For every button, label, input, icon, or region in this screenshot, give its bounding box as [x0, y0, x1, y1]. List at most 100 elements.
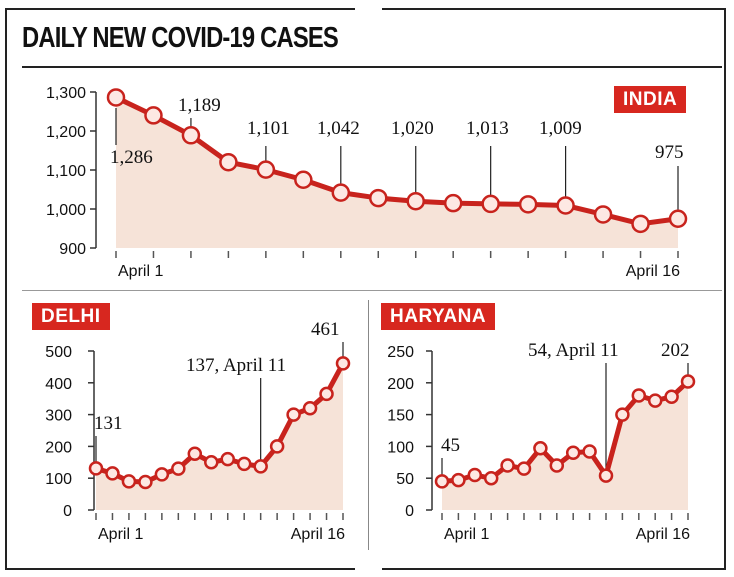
delhi-x-label-end: April 16 — [291, 526, 345, 543]
haryana-point — [549, 458, 565, 473]
delhi-point — [138, 474, 153, 490]
india-data-label: 1,101 — [247, 118, 290, 139]
haryana-point — [615, 407, 630, 422]
delhi-point — [88, 461, 104, 476]
india-point — [106, 88, 126, 107]
delhi-y-tick-label: 0 — [63, 503, 72, 520]
frame-left — [5, 8, 7, 568]
india-point — [294, 170, 313, 189]
haryana-point — [565, 445, 581, 461]
frame-bottom-left — [5, 568, 355, 570]
india-point — [369, 188, 388, 208]
delhi-point — [204, 455, 219, 470]
india-badge: INDIA — [614, 86, 687, 113]
delhi-point — [269, 439, 285, 454]
haryana-point — [582, 444, 597, 459]
haryana-y-tick-label: 100 — [387, 439, 414, 456]
delhi-point — [253, 459, 268, 474]
delhi-point — [236, 456, 252, 472]
haryana-point — [500, 458, 515, 473]
india-data-label: 1,013 — [466, 118, 509, 139]
delhi-x-label-start: April 1 — [98, 526, 143, 543]
haryana-point — [631, 388, 647, 403]
india-data-label: 975 — [655, 142, 684, 163]
title-rule — [22, 66, 722, 68]
india-data-label: 1,020 — [391, 118, 434, 139]
delhi-y-tick-label: 400 — [45, 376, 72, 393]
delhi-point — [171, 461, 186, 476]
haryana-series-line — [441, 379, 690, 484]
india-data-label: 1,189 — [178, 95, 221, 116]
india-point — [219, 152, 238, 172]
haryana-point — [483, 470, 499, 486]
column-divider — [368, 300, 369, 550]
india-data-label: 1,042 — [317, 118, 360, 139]
delhi-data-label: 137, April 11 — [186, 355, 286, 376]
delhi-y-tick-label: 500 — [45, 344, 72, 361]
india-point — [518, 195, 538, 214]
india-y-tick-label: 1,100 — [46, 163, 86, 180]
frame-top-right — [382, 8, 726, 10]
delhi-point — [286, 407, 301, 422]
india-point — [331, 183, 351, 202]
haryana-x-label-end: April 16 — [636, 526, 690, 543]
frame-right — [724, 8, 726, 568]
haryana-y-tick-label: 50 — [396, 471, 414, 488]
india-point — [144, 106, 163, 125]
india-point — [406, 191, 425, 211]
chart-title: DAILY NEW COVID-19 CASES — [22, 22, 339, 54]
haryana-point — [680, 374, 696, 389]
delhi-point — [187, 446, 203, 461]
india-y-tick-label: 1,200 — [46, 124, 86, 141]
haryana-data-label: 45 — [441, 435, 460, 456]
delhi-point — [319, 386, 334, 402]
india-y-tick-label: 1,000 — [46, 202, 86, 219]
haryana-point — [467, 467, 483, 483]
india-point — [443, 193, 463, 213]
delhi-area — [96, 363, 343, 510]
india-data-label: 1,286 — [110, 147, 153, 168]
haryana-point — [664, 389, 679, 405]
haryana-point — [598, 468, 614, 483]
haryana-y-tick-label: 150 — [387, 408, 414, 425]
haryana-data-label: 54, April 11 — [528, 340, 619, 361]
india-series-line — [114, 95, 679, 227]
delhi-point — [220, 451, 235, 467]
delhi-point — [105, 466, 120, 481]
india-x-label-start: April 1 — [118, 263, 163, 280]
haryana-data-label: 202 — [661, 340, 690, 361]
haryana-point — [533, 441, 548, 456]
haryana-point — [434, 474, 450, 489]
haryana-y-tick-label: 250 — [387, 344, 414, 361]
haryana-y-tick-label: 0 — [405, 503, 414, 520]
haryana-point — [516, 461, 532, 476]
india-point — [181, 126, 201, 145]
india-x-label-end: April 16 — [626, 263, 680, 280]
india-point — [631, 214, 650, 234]
frame-top-left — [5, 8, 355, 10]
mid-rule — [22, 290, 722, 291]
haryana-point — [451, 472, 466, 488]
india-point — [593, 205, 613, 224]
delhi-y-tick-label: 300 — [45, 408, 72, 425]
delhi-data-label: 131 — [94, 413, 123, 434]
delhi-series-line — [95, 362, 346, 485]
india-point — [256, 160, 276, 179]
frame-bottom-right — [382, 568, 726, 570]
delhi-point — [154, 467, 170, 482]
delhi-point — [302, 400, 318, 416]
india-point — [481, 194, 500, 214]
india-point — [556, 196, 575, 215]
india-point — [668, 209, 688, 228]
delhi-y-tick-label: 200 — [45, 439, 72, 456]
haryana-badge: HARYANA — [381, 303, 496, 330]
haryana-point — [647, 393, 663, 408]
india-y-tick-label: 1,300 — [46, 85, 86, 102]
delhi-data-label: 461 — [311, 319, 340, 340]
delhi-y-tick-label: 100 — [45, 471, 72, 488]
india-y-tick-label: 900 — [59, 241, 86, 258]
delhi-point — [121, 474, 137, 489]
haryana-y-tick-label: 200 — [387, 376, 414, 393]
haryana-x-label-start: April 1 — [444, 526, 489, 543]
